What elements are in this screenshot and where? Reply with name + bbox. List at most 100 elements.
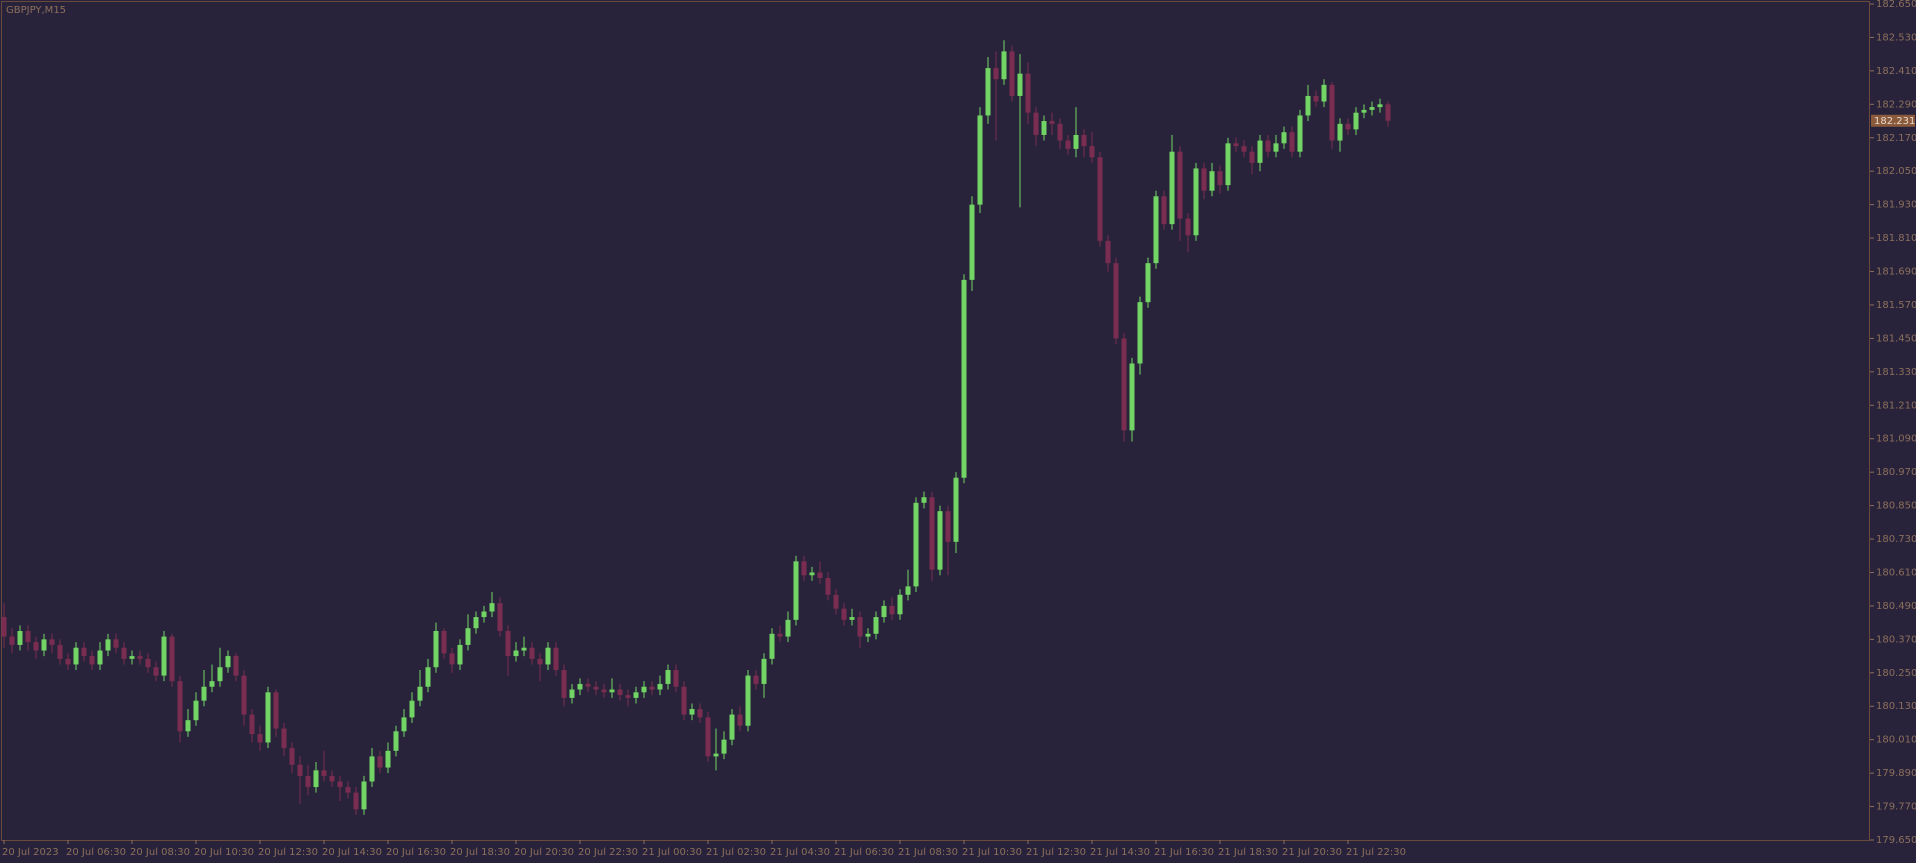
x-tick-label: 21 Jul 16:30 (1154, 847, 1214, 858)
candle-body (697, 709, 703, 718)
candle-body (1281, 132, 1287, 144)
y-tick-label: 180.250 (1876, 668, 1916, 679)
candle-body (313, 770, 319, 788)
candle-body (649, 686, 655, 690)
x-tick-label: 21 Jul 14:30 (1090, 847, 1150, 858)
candle-body (1121, 338, 1127, 431)
candle-body (1305, 95, 1311, 116)
x-tick-label: 20 Jul 2023 (2, 847, 59, 858)
candle-body (641, 686, 647, 693)
candle-body (753, 675, 759, 684)
candle-body (505, 631, 511, 657)
candle-body (177, 681, 183, 732)
candle-body (417, 686, 423, 701)
candle-body (377, 756, 383, 768)
candle-body (977, 115, 983, 205)
candle-body (601, 689, 607, 693)
candle-body (449, 653, 455, 665)
candle-body (1209, 171, 1215, 191)
candle-body (1161, 196, 1167, 225)
candle-body (25, 631, 31, 643)
candle-body (1217, 171, 1223, 186)
x-tick-label: 20 Jul 08:30 (130, 847, 190, 858)
y-tick-label: 181.570 (1876, 300, 1916, 311)
x-tick-label: 20 Jul 22:30 (578, 847, 638, 858)
chart-title: GBPJPY,M15 (6, 5, 66, 16)
candle-body (593, 686, 599, 690)
y-tick-label: 182.170 (1876, 133, 1916, 144)
y-tick-label: 179.650 (1876, 835, 1916, 846)
candle-body (1385, 104, 1391, 121)
candle-body (169, 636, 175, 682)
candle-body (1369, 107, 1375, 110)
candle-body (1105, 240, 1111, 264)
candle-body (1233, 143, 1239, 147)
candle-body (817, 572, 823, 579)
candle-body (249, 714, 255, 735)
candle-body (457, 644, 463, 665)
candle-body (1377, 104, 1383, 108)
candle-body (121, 647, 127, 659)
x-tick-label: 21 Jul 08:30 (898, 847, 958, 858)
candle-body (721, 739, 727, 754)
y-tick-label: 179.890 (1876, 768, 1916, 779)
y-tick-label: 180.130 (1876, 701, 1916, 712)
candle-body (665, 670, 671, 684)
y-tick-label: 180.730 (1876, 534, 1916, 545)
candle-body (409, 700, 415, 718)
candle-body (1057, 123, 1063, 141)
x-tick-label: 20 Jul 20:30 (514, 847, 574, 858)
candle-body (305, 775, 311, 788)
y-tick-label: 182.650 (1876, 0, 1916, 10)
candle-body (1297, 115, 1303, 152)
candle-body (545, 647, 551, 665)
candle-body (865, 633, 871, 637)
candle-body (193, 700, 199, 721)
candle-body (841, 608, 847, 620)
candle-body (825, 578, 831, 595)
y-tick-label: 181.690 (1876, 267, 1916, 278)
candle-body (489, 603, 495, 612)
y-tick-label: 180.490 (1876, 601, 1916, 612)
candle-body (1353, 112, 1359, 130)
candle-body (433, 631, 439, 668)
x-tick-label: 20 Jul 14:30 (322, 847, 382, 858)
candle-body (617, 689, 623, 696)
y-tick-label: 179.770 (1876, 802, 1916, 813)
candle-body (233, 656, 239, 676)
candle-body (473, 617, 479, 629)
x-tick-label: 20 Jul 16:30 (386, 847, 446, 858)
candle-body (873, 617, 879, 634)
x-tick-label: 21 Jul 06:30 (834, 847, 894, 858)
candle-body (729, 714, 735, 740)
candle-body (1025, 73, 1031, 113)
candle-body (737, 714, 743, 726)
candle-body (201, 686, 207, 701)
candle-body (73, 647, 79, 665)
candle-body (633, 692, 639, 698)
candle-body (985, 68, 991, 116)
candle-body (393, 731, 399, 751)
candle-body (369, 756, 375, 782)
candle-body (889, 605, 895, 615)
candle-body (585, 683, 591, 687)
candle-body (273, 692, 279, 729)
x-tick-label: 21 Jul 22:30 (1346, 847, 1406, 858)
candle-body (129, 656, 135, 659)
candle-body (1065, 140, 1071, 149)
candle-body (1321, 84, 1327, 102)
y-tick-label: 180.610 (1876, 567, 1916, 578)
candle-body (537, 658, 543, 665)
y-tick-label: 181.330 (1876, 367, 1916, 378)
x-tick-label: 21 Jul 00:30 (642, 847, 702, 858)
candle-body (1177, 151, 1183, 219)
candle-body (905, 586, 911, 595)
candle-body (1137, 302, 1143, 364)
candle-body (185, 720, 191, 732)
candle-body (849, 617, 855, 620)
y-tick-label: 180.970 (1876, 467, 1916, 478)
candle-body (801, 561, 807, 576)
candle-body (337, 781, 343, 788)
